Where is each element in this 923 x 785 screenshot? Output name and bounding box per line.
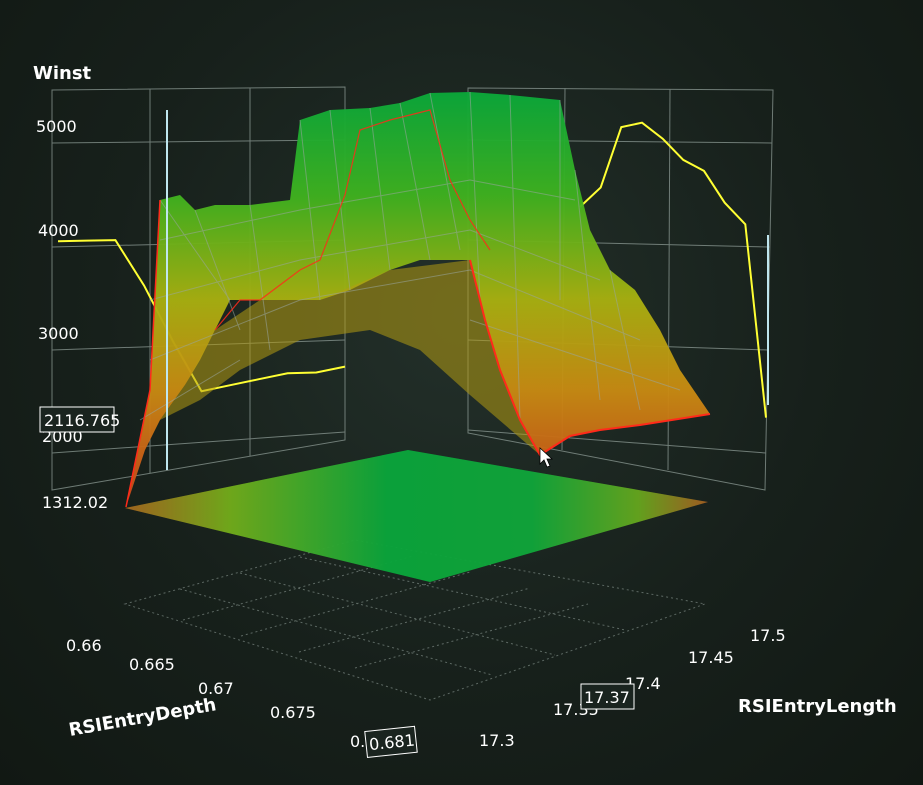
floor-heatmap [125,450,708,582]
left-back-wall [51,86,346,491]
x-tick-0.66: 0.66 [66,636,102,655]
svg-text:2116.765: 2116.765 [44,411,120,430]
z-tick-5000: 5000 [36,117,77,136]
surface-inner-arch [160,260,540,455]
surface-ridge-line [214,109,491,331]
y-tick-17.45: 17.45 [688,648,734,667]
y-axis-title: RSIEntryLength [738,696,897,717]
x-tick-partial: 0. [350,732,365,751]
y-tick-17.3: 17.3 [479,731,515,750]
svg-text:17.37: 17.37 [584,688,630,707]
surface [125,91,711,508]
y-cursor-readout: 17.37 [580,683,635,710]
y-tick-17.5: 17.5 [750,626,786,645]
surface-front-edge [125,199,161,508]
right-wall-profile-line [579,121,767,418]
z-tick-3000: 3000 [38,324,79,343]
x-cursor-readout: 0.681 [364,725,418,758]
z-tick-min: 1312.02 [42,493,108,512]
surface-body [126,92,710,507]
mouse-pointer-icon [539,447,554,468]
z-tick-4000: 4000 [38,221,79,240]
z-axis-title: Winst [33,63,92,84]
x-tick-0.675: 0.675 [270,703,316,722]
x-tick-0.665: 0.665 [129,655,175,674]
svg-text:0.681: 0.681 [368,730,416,754]
x-axis-title: RSIEntryDepth [67,694,218,741]
floor-grid [123,539,707,701]
floor-heatmap-shade [125,450,708,582]
z-cursor-readout: 2116.765 [39,406,120,433]
surface-mesh [139,91,681,421]
x-tick-0.67: 0.67 [198,679,234,698]
